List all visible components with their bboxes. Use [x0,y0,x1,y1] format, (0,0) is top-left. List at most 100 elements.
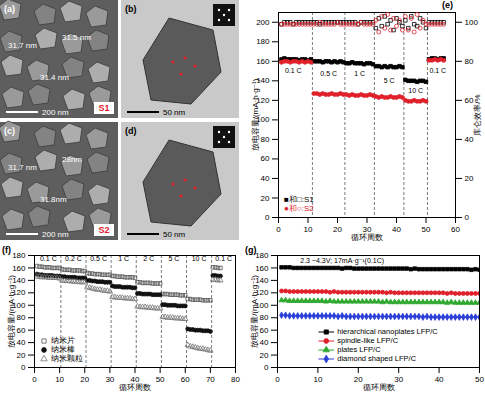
svg-text:20: 20 [80,375,89,384]
svg-text:40: 40 [260,338,269,347]
svg-text:50: 50 [422,225,431,234]
svg-text:30: 30 [394,375,403,384]
svg-text:0.5 C: 0.5 C [320,70,337,77]
svg-text:120: 120 [255,288,269,298]
svg-text:100: 100 [256,115,270,125]
svg-text:200 nm: 200 nm [42,230,69,239]
svg-text:50 nm: 50 nm [163,230,186,239]
svg-text:40: 40 [392,225,401,234]
svg-text:20: 20 [17,351,26,360]
svg-text:50: 50 [156,375,165,384]
svg-text:5 C: 5 C [168,255,179,262]
svg-text:0.2 C: 0.2 C [65,255,82,262]
svg-text:(b): (b) [125,4,137,14]
svg-text:0: 0 [465,213,470,222]
svg-text:30: 30 [362,225,372,235]
svg-text:20: 20 [260,351,269,360]
svg-text:0: 0 [276,225,281,234]
svg-text:80: 80 [465,57,474,66]
svg-text:28nm: 28nm [62,155,82,164]
svg-text:160: 160 [255,264,269,273]
svg-text:70: 70 [206,375,215,384]
svg-text:50: 50 [475,375,484,384]
svg-text:循环周数: 循环周数 [351,233,383,242]
svg-text:140: 140 [255,275,269,285]
svg-text:10: 10 [313,375,322,384]
svg-text:80: 80 [17,313,26,322]
svg-text:0.1 C: 0.1 C [285,67,302,74]
svg-text:5 C: 5 C [384,77,395,84]
svg-text:80: 80 [231,375,240,384]
svg-text:20: 20 [465,174,474,183]
svg-text:200: 200 [256,18,270,27]
svg-text:120: 120 [256,95,270,105]
html-text:(g): (g) [245,245,257,255]
svg-text:20: 20 [333,225,342,234]
svg-text:120: 120 [12,288,26,298]
svg-text:60: 60 [181,375,190,384]
svg-text:31.4 nm: 31.4 nm [40,73,69,82]
svg-text:10: 10 [304,225,313,234]
svg-text:140: 140 [256,76,270,86]
html-text:■和□:S1: ■和□:S1 [284,195,314,204]
svg-text:180: 180 [256,37,270,46]
svg-text:放电容量/(mA·h·g⁻¹): 放电容量/(mA·h·g⁻¹) [251,78,260,151]
svg-text:10: 10 [55,375,64,384]
svg-text:1 C: 1 C [118,255,129,262]
svg-text:40: 40 [465,135,474,144]
svg-text:0: 0 [275,375,280,384]
svg-text:(d): (d) [125,126,137,136]
html-text:(e): (e) [442,0,453,10]
svg-text:2 C: 2 C [143,255,154,262]
svg-text:80: 80 [260,313,269,322]
svg-text:160: 160 [12,264,26,273]
svg-text:0: 0 [264,363,269,372]
svg-text:40: 40 [261,174,270,183]
svg-text:31.8nm: 31.8nm [40,195,67,204]
svg-text:60: 60 [451,225,460,234]
svg-text:0.1 C: 0.1 C [40,255,57,262]
svg-text:60: 60 [17,326,26,335]
svg-text:40: 40 [130,375,140,385]
svg-text:20: 20 [353,375,363,385]
svg-text:0: 0 [32,375,37,384]
svg-text:31.7 nm: 31.7 nm [8,41,37,50]
svg-text:循环周数: 循环周数 [363,383,395,392]
svg-text:循环周数: 循环周数 [119,383,151,392]
svg-text:60: 60 [260,326,269,335]
svg-text:S1: S1 [98,103,109,113]
svg-text:31.5 nm: 31.5 nm [62,33,91,42]
svg-text:50 nm: 50 nm [163,108,186,117]
svg-text:160: 160 [256,57,270,66]
svg-text:100: 100 [465,18,479,27]
svg-text:60: 60 [261,154,270,163]
svg-text:(c): (c) [4,126,15,136]
svg-text:100: 100 [255,300,269,310]
svg-text:0.1 C: 0.1 C [215,255,232,262]
svg-text:0: 0 [265,213,270,222]
svg-text:31.7 nm: 31.7 nm [8,163,37,172]
svg-text:10 C: 10 C [408,87,423,94]
svg-text:40: 40 [435,375,444,384]
svg-text:放电容量/(mA·h·g⁻¹): 放电容量/(mA·h·g⁻¹) [250,275,259,348]
svg-text:0.1 C: 0.1 C [429,67,446,74]
svg-text:(a): (a) [4,4,15,14]
svg-text:10 C: 10 C [192,255,207,262]
svg-text:60: 60 [465,96,474,105]
svg-text:30: 30 [105,375,114,384]
svg-text:库仑效率/%: 库仑效率/% [473,94,482,135]
svg-text:放电容量/(mA·h·g⁻¹): 放电容量/(mA·h·g⁻¹) [7,275,16,348]
svg-text:40: 40 [17,338,26,347]
svg-text:20: 20 [261,194,270,203]
svg-text:0: 0 [21,363,26,372]
svg-text:140: 140 [12,275,26,285]
svg-text:1 C: 1 C [354,70,365,77]
svg-text:0.5 C: 0.5 C [90,255,107,262]
svg-text:180: 180 [255,251,269,260]
svg-text:100: 100 [12,300,26,310]
svg-text:S2: S2 [98,225,109,235]
svg-text:80: 80 [261,135,270,144]
svg-text:180: 180 [12,251,26,260]
svg-text:200 nm: 200 nm [42,108,69,117]
svg-text:2.3 ~4.3V; 17mA·g⁻¹(0.1C): 2.3 ~4.3V; 17mA·g⁻¹(0.1C) [300,257,384,265]
